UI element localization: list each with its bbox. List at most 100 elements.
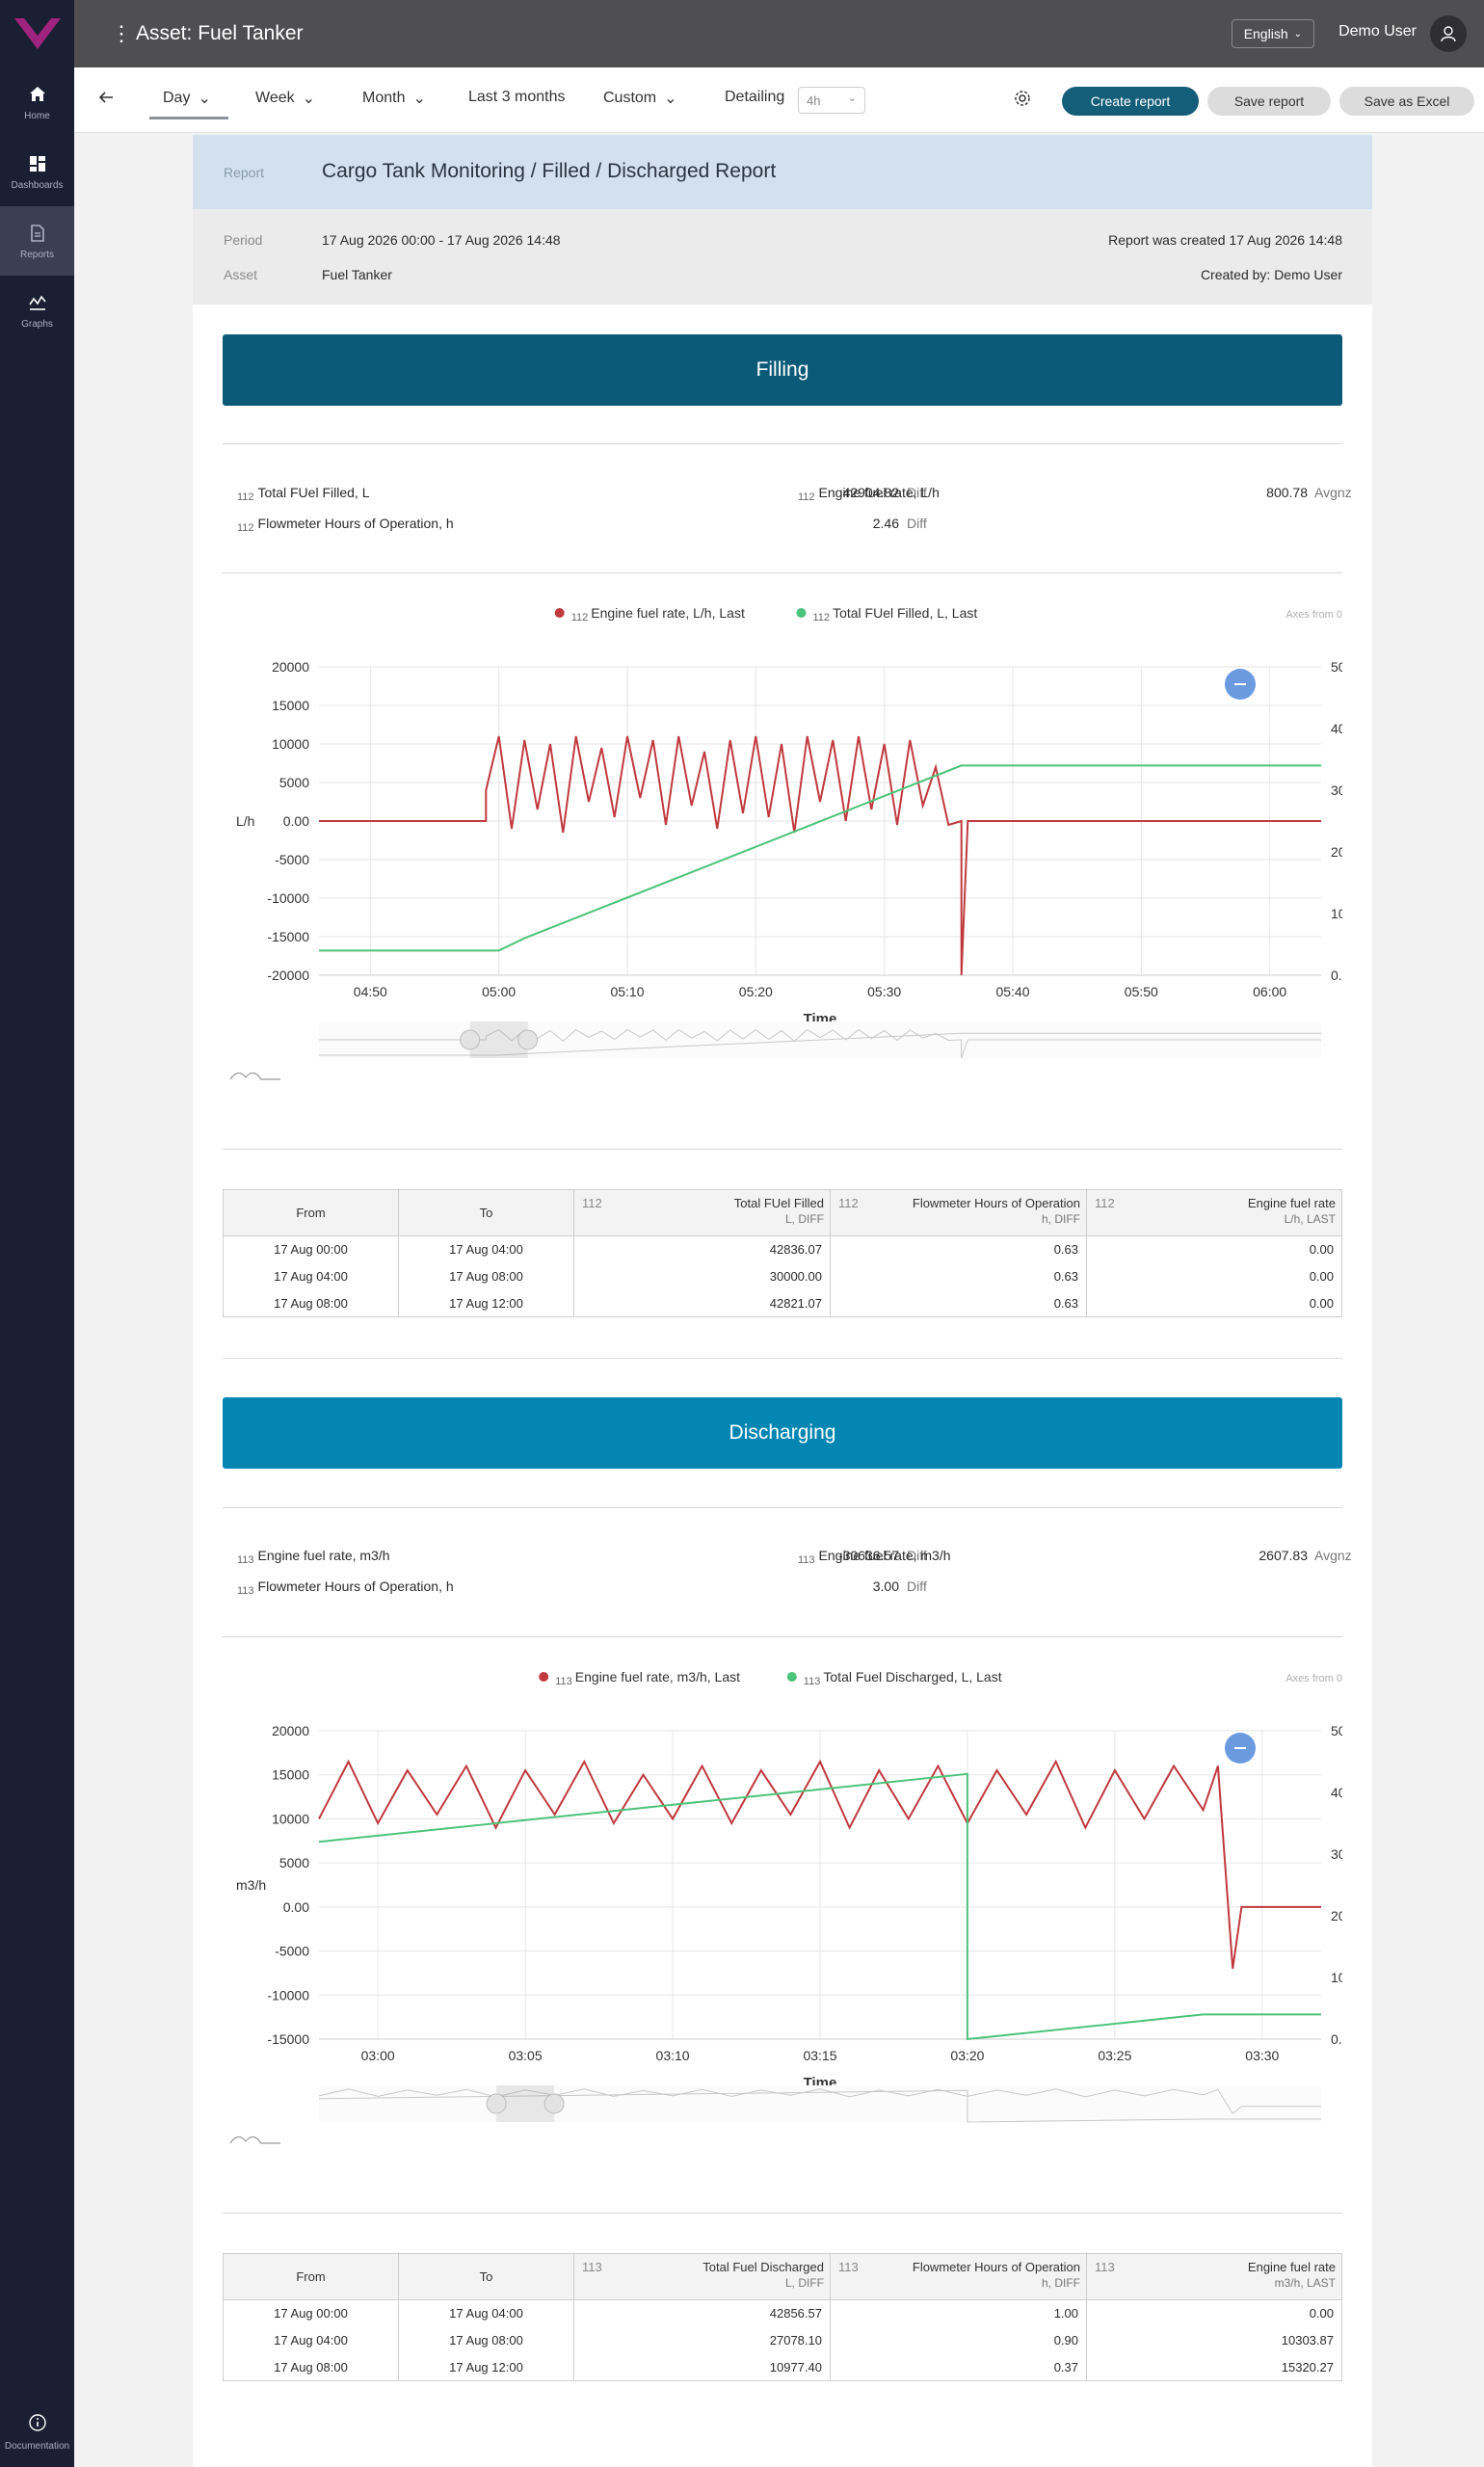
filling-chart-svg: 112 Engine fuel rate, L/h, Last 112 Total… — [229, 605, 1385, 1080]
button-label: Create report — [1090, 93, 1171, 109]
col-engine-fuel-rate: 113 Engine fuel rate m3/h, LAST — [1086, 2253, 1342, 2300]
chevron-down-icon: ⌄ — [847, 93, 857, 104]
discharging-table: From To 113 Total Fuel Discharged L, DIFF … — [223, 2253, 1342, 2381]
cell-value: 0.90 — [830, 2326, 1087, 2354]
series-line — [318, 1759, 1321, 1970]
cell-from: 17 Aug 08:00 — [223, 2353, 399, 2381]
y-tick-label: 5000 — [279, 1855, 309, 1870]
sidebar-item-home[interactable]: Home — [0, 67, 74, 137]
y-tick-label: -10000 — [267, 1987, 309, 2003]
y-tick-label: 10000 — [272, 1811, 309, 1826]
cell-to: 17 Aug 12:00 — [398, 2353, 574, 2381]
chevron-down-icon: ⌄ — [302, 91, 316, 107]
cell-to: 17 Aug 04:00 — [398, 1235, 574, 1263]
sidebar-item-label: Documentation — [4, 2441, 70, 2452]
col-from: From — [223, 1189, 399, 1236]
period-label: Period — [224, 232, 263, 248]
y-tick-label: -5000 — [275, 852, 309, 867]
filling-banner: Filling — [223, 334, 1342, 406]
table-row: 17 Aug 04:00 17 Aug 08:00 27078.10 0.90 … — [223, 2326, 1342, 2354]
cell-value: 42856.57 — [573, 2299, 831, 2327]
metric-agg: Diff — [907, 516, 927, 531]
save-report-button[interactable]: Save report — [1207, 87, 1331, 116]
sidebar-item-dashboards[interactable]: Dashboards — [0, 137, 74, 206]
y2-tick-label: 10000 — [1331, 906, 1342, 921]
filling-table: From To 112 Total FUel Filled L, DIFF 112 F… — [223, 1189, 1342, 1317]
divider — [223, 2213, 1342, 2214]
section-title: Discharging — [729, 1421, 836, 1444]
period-value: 17 Aug 2026 00:00 - 17 Aug 2026 14:48 — [322, 232, 561, 248]
y2-tick-label: 10000 — [1331, 1970, 1342, 1985]
tab-month[interactable]: Month ⌄ — [362, 89, 426, 108]
navigator-handle-left — [486, 2093, 507, 2114]
sidebar-item-reports[interactable]: Reports — [0, 206, 74, 276]
legend-marker — [786, 1672, 797, 1682]
metric-agg: Diff — [907, 485, 927, 500]
brand-logo[interactable] — [0, 0, 74, 67]
x-tick-label: 05:30 — [867, 984, 901, 999]
created-date: Report was created 17 Aug 2026 14:48 — [1108, 232, 1342, 248]
divider — [223, 1149, 1342, 1150]
legend-entry: 113 Total Fuel Discharged, L, Last — [804, 1669, 1002, 1687]
cell-value: 0.00 — [1086, 1289, 1342, 1317]
back-button[interactable] — [97, 89, 115, 106]
metric-value: 800.78 — [1266, 485, 1308, 500]
y-tick-label: 15000 — [272, 698, 309, 713]
report-label: Report — [224, 165, 265, 180]
save-as-excel-button[interactable]: Save as Excel — [1339, 87, 1474, 116]
tab-day[interactable]: Day ⌄ — [149, 89, 228, 119]
navigator — [319, 2085, 1321, 2122]
info-icon — [28, 2413, 47, 2435]
divider — [223, 443, 1342, 444]
navigator-series — [318, 2088, 1321, 2115]
settings-button[interactable] — [1013, 89, 1032, 108]
cell-from: 17 Aug 00:00 — [223, 1235, 399, 1263]
create-report-button[interactable]: Create report — [1062, 87, 1199, 116]
asset-title: Asset: Fuel Tanker — [136, 22, 304, 44]
table-row: 17 Aug 04:00 17 Aug 08:00 30000.00 0.63 … — [223, 1262, 1342, 1290]
col-to: To — [398, 1189, 574, 1236]
metric-value: 42904.82 — [842, 485, 899, 500]
report-panel: Report Cargo Tank Monitoring / Filled / … — [193, 135, 1385, 2467]
detailing-label: Detailing — [725, 89, 785, 105]
top-bar: ⋮ Asset: Fuel Tanker English ⌄ Demo User — [74, 0, 1484, 67]
dashboards-icon — [27, 153, 48, 174]
cell-value: 27078.10 — [573, 2326, 831, 2354]
user-name[interactable]: Demo User — [1338, 23, 1417, 40]
detailing-select[interactable]: 4h ⌄ — [798, 87, 865, 114]
y2-tick-label: 40000 — [1331, 721, 1342, 736]
more-menu-icon[interactable]: ⋮ — [111, 21, 132, 45]
navigator-series — [318, 2089, 1321, 2123]
cell-from: 17 Aug 04:00 — [223, 1262, 399, 1290]
graphs-icon — [27, 292, 48, 313]
cell-value: 10977.40 — [573, 2353, 831, 2381]
sidebar-item-documentation[interactable]: Documentation — [0, 2398, 74, 2467]
sidebar-item-label: Dashboards — [11, 179, 64, 191]
discharging-chart: 113 Engine fuel rate, m3/h, Last 113 Tota… — [223, 1661, 1385, 2317]
sidebar-item-graphs[interactable]: Graphs — [0, 276, 74, 345]
x-tick-label: 06:00 — [1253, 984, 1286, 999]
cell-value: 15320.27 — [1086, 2353, 1342, 2381]
metric-name: 112 Total FUel Filled, L — [237, 485, 370, 503]
language-select[interactable]: English ⌄ — [1231, 19, 1314, 48]
reports-icon — [27, 223, 48, 244]
tab-custom[interactable]: Custom ⌄ — [603, 89, 677, 108]
x-tick-label: 03:25 — [1098, 2048, 1131, 2063]
report-header: Report Cargo Tank Monitoring / Filled / … — [193, 135, 1372, 209]
y2-tick-label: 0.00 — [1331, 968, 1342, 983]
axes-note: Axes from 0 — [1285, 609, 1342, 621]
cell-from: 17 Aug 08:00 — [223, 1289, 399, 1317]
cell-value: 0.00 — [1086, 2299, 1342, 2327]
tab-week[interactable]: Week ⌄ — [255, 89, 315, 108]
divider — [223, 1507, 1342, 1508]
asset-label: Asset — [224, 267, 258, 282]
cell-value: 0.00 — [1086, 1235, 1342, 1263]
avatar[interactable] — [1430, 15, 1467, 52]
y-tick-label: -5000 — [275, 1944, 309, 1959]
x-tick-label: 03:05 — [509, 2048, 543, 2063]
y-axis-label: m3/h — [236, 1877, 266, 1893]
divider — [223, 1636, 1342, 1637]
metric-agg: Diff — [907, 1548, 927, 1563]
tab-last-3-months[interactable]: Last 3 months — [468, 89, 566, 106]
cell-value: 30000.00 — [573, 1262, 831, 1290]
